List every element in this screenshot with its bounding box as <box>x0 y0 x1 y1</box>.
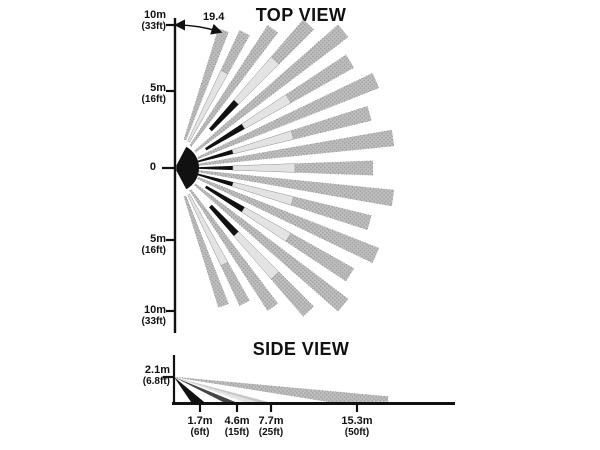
axis-label-feet: (16ft) <box>141 245 166 256</box>
side-wedge-midlight <box>174 377 274 404</box>
top-axis-label-5m-up: 5m (16ft) <box>114 82 166 105</box>
axis-label-meters: 5m <box>150 233 166 245</box>
side-wedge-dark <box>174 377 239 404</box>
side-wedge-light <box>174 377 262 404</box>
side-height-label: 2.1m (6.8ft) <box>118 364 170 387</box>
axis-label-meters: 10m <box>143 9 166 21</box>
axis-label-feet: (16ft) <box>141 94 166 105</box>
beam-zone-stipple <box>290 196 372 231</box>
angle-arc-arrow <box>173 19 223 35</box>
side-view-group <box>163 355 455 412</box>
beam-zone-stipple <box>270 271 315 317</box>
axis-label-feet: (33ft) <box>141 316 166 327</box>
side-wedge-stipple <box>173 376 389 403</box>
height-label-meters: 2.1m <box>144 364 170 376</box>
top-view-title: TOP VIEW <box>255 5 347 25</box>
side-distance-label-2: 4.6m (15ft) <box>205 415 269 438</box>
beam-zone-black <box>205 123 245 151</box>
beam-zone-stipple <box>220 30 250 75</box>
axis-label-meters: 0 <box>149 161 156 173</box>
beam-zone-black <box>209 99 239 132</box>
beam-zone-stipple <box>198 129 395 166</box>
beam-zone-black <box>209 204 239 237</box>
beam-zone-stipple <box>189 25 279 147</box>
beam-zone-stipple <box>183 195 229 308</box>
beam-zone-black <box>192 149 234 164</box>
beam-zone-stipple <box>197 72 380 160</box>
beam-zone-stipple <box>183 28 229 141</box>
beam-zone-stipple <box>290 105 372 140</box>
distance-label-feet: (15ft) <box>224 427 250 438</box>
height-label-feet: (6.8ft) <box>142 376 170 387</box>
side-wedge-black <box>174 377 206 404</box>
axis-label-meters: 5m <box>150 82 166 94</box>
distance-label-meters: 15.3m <box>341 415 373 427</box>
distance-label-feet: (50ft) <box>344 427 370 438</box>
side-distance-label-1: 1.7m (6ft) <box>168 415 232 438</box>
beam-zone-stipple <box>197 176 380 264</box>
beam-zone-stipple <box>198 170 395 207</box>
beam-zone-stipple <box>285 232 355 282</box>
beam-zone-black <box>205 185 245 213</box>
distance-label-feet: (25ft) <box>258 427 284 438</box>
beam-zone-stipple <box>189 189 279 311</box>
top-axis-label-zero: 0 <box>104 161 156 173</box>
beam-zone-stipple <box>220 261 250 306</box>
top-view-group <box>162 18 395 333</box>
side-distance-label-3: 7.7m (25ft) <box>239 415 303 438</box>
side-view-title: SIDE VIEW <box>252 339 350 359</box>
beam-zone-black <box>192 172 234 187</box>
axis-label-meters: 10m <box>143 304 166 316</box>
axis-label-feet: (33ft) <box>141 21 166 32</box>
top-axis-label-10m-down: 10m (33ft) <box>114 304 166 327</box>
distance-label-meters: 7.7m <box>258 415 284 427</box>
distance-label-meters: 1.7m <box>187 415 213 427</box>
beam-zone-stipple <box>285 54 355 104</box>
distance-label-feet: (6ft) <box>190 427 210 438</box>
beam-zone-black <box>188 165 233 171</box>
distance-label-meters: 4.6m <box>224 415 250 427</box>
beam-zone-stipple <box>270 19 315 65</box>
top-axis-label-10m-up: 10m (33ft) <box>114 9 166 32</box>
top-axis-label-5m-down: 5m (16ft) <box>114 233 166 256</box>
origin-black-fan <box>176 146 199 190</box>
beam-zone-stipple <box>294 160 374 176</box>
beam-zone-stipple <box>194 24 349 153</box>
beam-zone-light <box>232 163 296 173</box>
beam-zone-stipple <box>194 183 349 312</box>
side-distance-label-4: 15.3m (50ft) <box>325 415 389 438</box>
